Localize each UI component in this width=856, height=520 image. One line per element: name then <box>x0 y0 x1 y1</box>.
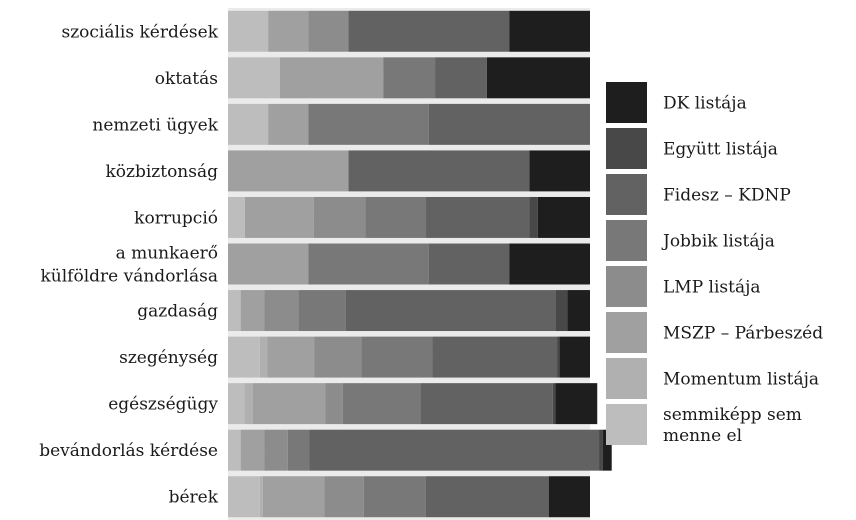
category-label: nemzeti ügyek <box>92 115 218 135</box>
category-label: gazdaság <box>137 302 218 322</box>
bar-segment <box>308 10 349 52</box>
bar-segment <box>537 196 590 238</box>
category-label: a munkaerő külföldre vándorlása <box>41 244 219 287</box>
bar-segment <box>428 243 510 285</box>
bar-segment <box>264 290 299 332</box>
bar-segment <box>529 150 590 192</box>
bar-segment <box>555 383 598 425</box>
legend-label: semmiképp sem menne el <box>663 405 802 446</box>
legend-label: Jobbik listája <box>661 232 775 252</box>
bar-segment <box>602 429 612 471</box>
legend-label: Fidesz – KDNP <box>663 186 791 206</box>
bar-segment <box>228 383 245 425</box>
bar-segment <box>432 336 558 378</box>
bar-segment <box>348 150 530 192</box>
bar-segment <box>324 476 364 518</box>
bar-segment <box>228 336 260 378</box>
bar-segment <box>267 336 315 378</box>
category-label: bevándorlás kérdése <box>39 441 218 461</box>
bar-segment <box>548 476 590 518</box>
bar-segment <box>228 196 246 238</box>
bar-segment <box>555 290 568 332</box>
bar-segment <box>244 383 253 425</box>
bar-segment <box>228 57 280 99</box>
legend-label: LMP listája <box>663 278 761 298</box>
bar-segment <box>342 383 421 425</box>
legend-swatch <box>606 174 647 215</box>
bar-segment <box>363 476 426 518</box>
bar-segment <box>420 383 553 425</box>
bar-segment <box>567 290 590 332</box>
bar-segment <box>425 476 549 518</box>
bar-segment <box>348 10 510 52</box>
category-label: korrupció <box>134 208 218 228</box>
bar-segment <box>486 57 590 99</box>
category-label: közbiztonság <box>105 162 218 182</box>
legend-swatch <box>606 266 647 307</box>
bar-segment <box>383 57 436 99</box>
bar-segment <box>228 476 260 518</box>
bar-segment <box>552 383 556 425</box>
bar-segment <box>228 243 309 285</box>
bar-segment <box>314 336 362 378</box>
bar-segment <box>279 57 384 99</box>
bar-segment <box>559 336 590 378</box>
bar-segment <box>298 290 346 332</box>
bar-segment <box>365 196 427 238</box>
bar-segment <box>599 429 603 471</box>
legend-label: MSZP – Párbeszéd <box>663 324 823 344</box>
legend-swatch <box>606 220 647 261</box>
bar-segment <box>308 243 429 285</box>
bar-segment <box>529 196 538 238</box>
bar-segment <box>435 57 487 99</box>
bar-segment <box>228 103 269 145</box>
bar-segment <box>428 103 590 145</box>
legend-swatch <box>606 128 647 169</box>
bar-segment <box>228 150 349 192</box>
bar-segment <box>252 383 326 425</box>
bar-segment <box>228 10 269 52</box>
category-label: egészségügy <box>108 395 218 415</box>
legend-swatch <box>606 358 647 399</box>
bar-segment <box>509 243 590 285</box>
legend-swatch <box>606 312 647 353</box>
legend-swatch <box>606 82 647 123</box>
bar-segment <box>262 476 325 518</box>
bar-segment <box>345 290 556 332</box>
bar-segment <box>309 429 600 471</box>
bar-segment <box>228 429 241 471</box>
bar-segment <box>240 429 265 471</box>
bar-segment <box>228 290 241 332</box>
bar-segment <box>264 429 288 471</box>
bar-segment <box>287 429 310 471</box>
bar-segment <box>259 336 268 378</box>
legend-label: Együtt listája <box>663 140 778 160</box>
legend: DK listája Együtt listája Fidesz – KDNP Job… <box>606 82 823 446</box>
bar-segment <box>557 336 560 378</box>
legend-label: DK listája <box>663 94 747 114</box>
bar-segment <box>259 476 263 518</box>
category-label: szociális kérdések <box>61 22 218 42</box>
bar-segment <box>268 103 309 145</box>
legend-swatch <box>606 404 647 445</box>
category-label: bérek <box>169 488 219 508</box>
bar-segment <box>361 336 433 378</box>
category-label: szegénység <box>119 348 218 368</box>
bars-layer <box>228 10 612 518</box>
bar-segment <box>325 383 343 425</box>
bar-segment <box>426 196 530 238</box>
bar-segment <box>308 103 429 145</box>
bar-segment <box>509 10 590 52</box>
bar-segment <box>268 10 309 52</box>
bar-segment <box>240 290 265 332</box>
category-labels: szociális kérdések oktatás nemzeti ügyek kö… <box>39 22 218 507</box>
category-label: oktatás <box>155 69 218 89</box>
bar-segment <box>245 196 314 238</box>
bar-segment <box>313 196 366 238</box>
legend-label: Momentum listája <box>663 370 819 390</box>
